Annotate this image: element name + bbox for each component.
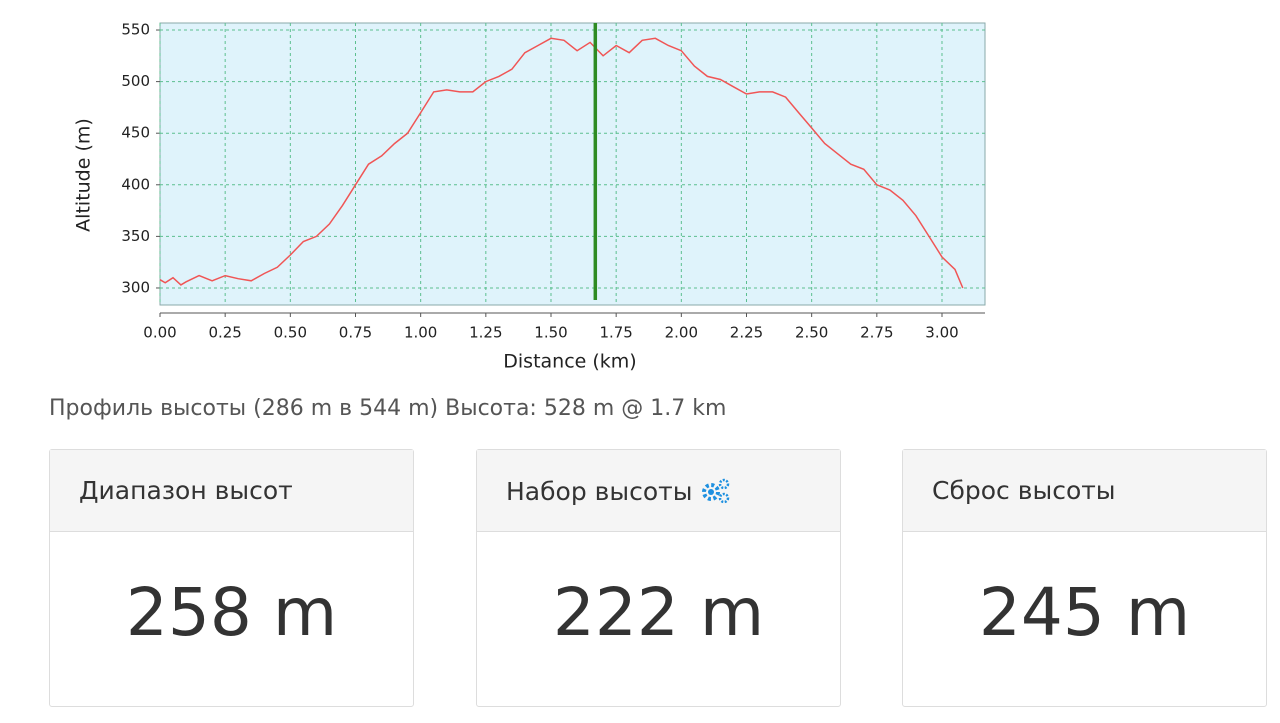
- y-tick-label: 300: [121, 278, 150, 296]
- y-tick-label: 400: [121, 175, 150, 193]
- y-tick-label: 550: [121, 21, 150, 39]
- x-tick-label: 1.00: [404, 324, 437, 342]
- x-tick-label: 2.25: [730, 324, 763, 342]
- x-tick-label: 2.50: [795, 324, 828, 342]
- elevation-chart: Distance (km) Altitude (m) 300 350 400 450 5…: [73, 21, 986, 373]
- x-tick-label: 0.25: [208, 324, 241, 342]
- x-tick-label: 1.50: [534, 324, 567, 342]
- card: Диапазон высот 258 m: [49, 449, 414, 707]
- card-value: 258 m: [125, 574, 338, 651]
- card-header: Сброс высоты: [903, 450, 1266, 532]
- card-header: Диапазон высот: [50, 450, 413, 532]
- y-tick-label: 450: [121, 124, 150, 142]
- x-axis-title: Distance (km): [503, 351, 636, 373]
- card: Набор высоты 222 m: [476, 449, 841, 707]
- altitude-line: [159, 37, 964, 289]
- x-tick-label: 2.00: [665, 324, 698, 342]
- x-tick-label: 0.50: [274, 324, 307, 342]
- x-tick-label: 1.25: [469, 324, 502, 342]
- x-tick-label: 1.75: [599, 324, 632, 342]
- y-tick-label: 500: [121, 72, 150, 90]
- card-header: Набор высоты: [477, 450, 840, 532]
- card-title: Сброс высоты: [932, 476, 1116, 505]
- plot-area: [159, 22, 986, 306]
- card-value: 222 m: [552, 574, 765, 651]
- card-title: Диапазон высот: [79, 476, 293, 505]
- card: Сброс высоты 245 m: [902, 449, 1267, 707]
- settings-icon[interactable]: [700, 476, 732, 504]
- x-tick-label: 0.00: [143, 324, 176, 342]
- x-tick-label: 3.00: [925, 324, 958, 342]
- card-title: Набор высоты: [506, 477, 693, 506]
- card-value: 245 m: [978, 574, 1191, 651]
- caption: Профиль высоты (286 m в 544 m) Высота: 5…: [49, 396, 727, 421]
- y-axis-title: Altitude (m): [73, 118, 95, 232]
- x-tick-label: 0.75: [339, 324, 372, 342]
- x-tick-label: 2.75: [860, 324, 893, 342]
- y-tick-label: 350: [121, 227, 150, 245]
